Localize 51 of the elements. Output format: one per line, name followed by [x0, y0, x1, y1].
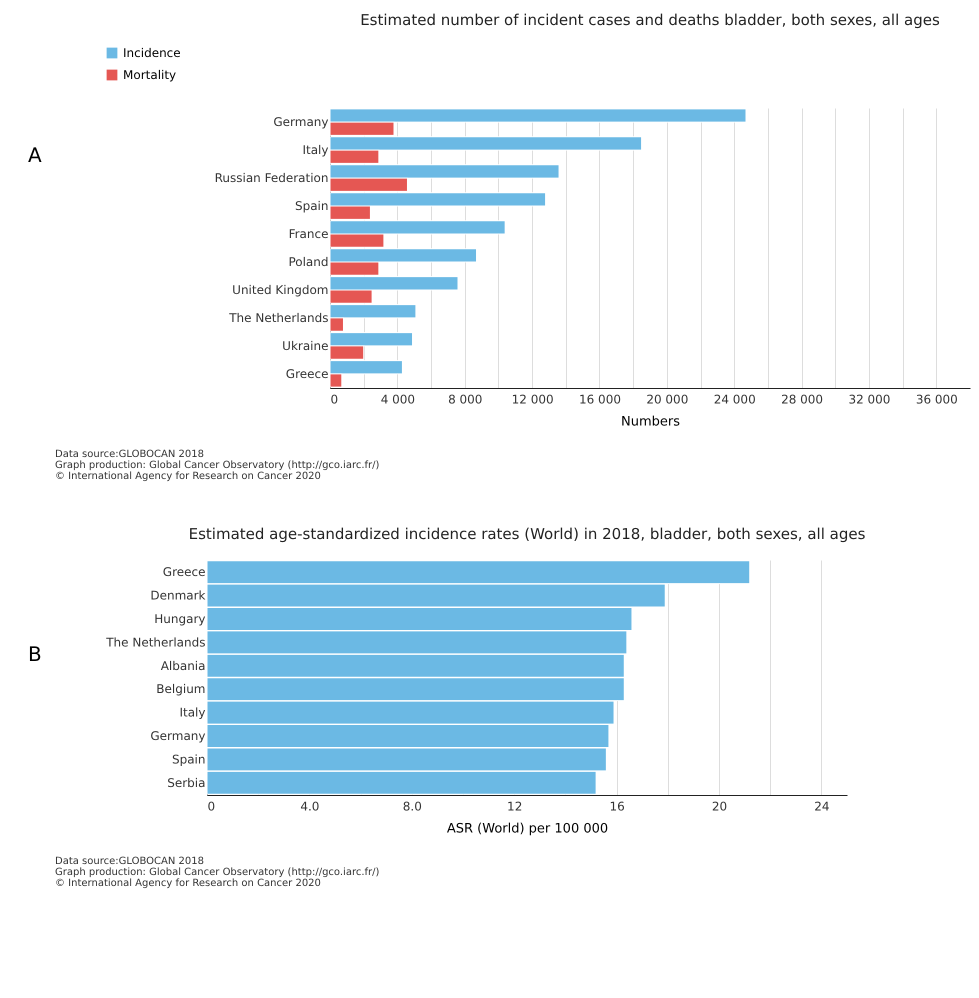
x-tick-label: 24 000 [714, 392, 756, 406]
x-tick-label: 12 [507, 800, 522, 814]
x-tick-label: 8.0 [402, 800, 422, 814]
chart-title: Estimated number of incident cases and deaths bladder, both sexes, all ages [360, 11, 940, 29]
y-tick-label: Belgium [156, 682, 206, 696]
legend-label: Mortality [123, 68, 176, 82]
x-tick-label: 20 000 [646, 392, 688, 406]
text: B [28, 642, 42, 666]
y-tick-label: Greece [286, 366, 328, 381]
text: A [28, 143, 42, 167]
x-tick-label: 16 000 [578, 392, 621, 406]
x-tick-label: 16 [609, 800, 625, 814]
x-tick-label: 28 000 [781, 392, 824, 406]
y-tick-label: Serbia [167, 776, 206, 790]
x-axis-title: ASR (World) per 100 000 [446, 822, 608, 836]
y-tick-label: Russian Federation [214, 171, 328, 186]
x-tick-label: 20 [712, 800, 728, 814]
y-tick-label: Germany [273, 115, 328, 130]
x-tick-label: 12 000 [512, 392, 554, 406]
text: © International Agency for Research on Cancer 2020 [55, 471, 321, 482]
legend-label: Incidence [123, 46, 181, 60]
y-tick-label: Italy [179, 706, 206, 720]
text: © International Agency for Research on Cancer 2020 [55, 878, 321, 889]
text: Graph production: Global Cancer Observatory (http://gco.iarc.fr/) [55, 867, 380, 878]
source-note: Data source:GLOBOCAN 2018 [55, 856, 205, 867]
x-axis-title: Numbers [621, 414, 680, 430]
y-tick-label: Spain [294, 199, 328, 214]
x-tick-label: 24 [814, 800, 830, 814]
y-tick-label: Hungary [154, 612, 206, 626]
y-tick-label: Germany [150, 729, 206, 744]
chart-title: Estimated age-standardized incidence rates (World) in 2018, bladder, both sexes, all ages [188, 525, 866, 543]
y-tick-label: The Netherlands [105, 635, 206, 650]
x-tick-label: 32 000 [848, 392, 890, 406]
x-tick-label: 36 000 [916, 392, 958, 406]
y-tick-label: Albania [160, 658, 206, 673]
y-tick-label: Spain [172, 752, 206, 766]
y-tick-label: Denmark [150, 588, 206, 603]
x-tick-label: 0 [208, 800, 216, 814]
source-note: Data source:GLOBOCAN 2018 [55, 449, 205, 460]
y-tick-label: Poland [288, 254, 328, 269]
y-tick-label: United Kingdom [232, 282, 328, 297]
y-tick-label: The Netherlands [228, 310, 328, 325]
y-tick-label: Italy [302, 143, 328, 158]
x-tick-label: 8 000 [448, 392, 482, 406]
x-tick-label: 4 000 [380, 392, 416, 406]
y-tick-label: France [288, 227, 328, 242]
y-tick-label: Ukraine [282, 338, 328, 353]
y-tick-label: Greece [162, 565, 206, 580]
x-tick-label: 0 [330, 392, 338, 406]
text: Graph production: Global Cancer Observatory (http://gco.iarc.fr/) [55, 460, 380, 471]
x-tick-label: 4.0 [300, 800, 320, 814]
